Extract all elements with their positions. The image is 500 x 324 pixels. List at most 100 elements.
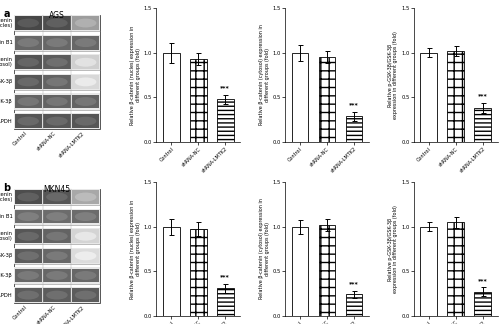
Text: Lamin B1: Lamin B1 <box>0 40 12 45</box>
Text: β-catenin
(cytosol): β-catenin (cytosol) <box>0 57 12 67</box>
Bar <box>14 93 100 110</box>
Ellipse shape <box>46 117 68 126</box>
Bar <box>72 16 100 30</box>
Bar <box>72 210 100 224</box>
Bar <box>14 114 42 128</box>
Bar <box>14 35 100 51</box>
Bar <box>43 36 70 50</box>
Ellipse shape <box>75 192 96 202</box>
Bar <box>217 99 234 142</box>
Text: AGS: AGS <box>49 11 65 20</box>
Text: ***: *** <box>220 274 230 279</box>
Bar <box>14 267 100 284</box>
Y-axis label: Relative β-catenin (cytosol) expression in
different groups (fold): Relative β-catenin (cytosol) expression … <box>259 25 270 125</box>
Bar <box>163 227 180 316</box>
Bar <box>72 95 100 108</box>
Text: ***: *** <box>478 278 488 283</box>
Ellipse shape <box>75 117 96 126</box>
Bar <box>14 210 42 224</box>
Bar <box>14 75 42 89</box>
Ellipse shape <box>18 18 39 28</box>
Ellipse shape <box>18 251 39 260</box>
Bar <box>14 189 100 303</box>
Bar <box>43 229 70 243</box>
Bar <box>43 269 70 282</box>
Text: shRNA-NC: shRNA-NC <box>36 131 57 152</box>
Ellipse shape <box>46 232 68 241</box>
Text: b: b <box>3 183 10 193</box>
Text: β-catenin
(nucles): β-catenin (nucles) <box>0 192 12 202</box>
Ellipse shape <box>46 38 68 47</box>
Ellipse shape <box>75 232 96 241</box>
Y-axis label: Relative p-GSK-3β/GSK-3β
expression in different groups (fold): Relative p-GSK-3β/GSK-3β expression in d… <box>388 205 398 293</box>
Ellipse shape <box>18 271 39 280</box>
Bar <box>14 54 100 70</box>
Text: Lamin B1: Lamin B1 <box>0 214 12 219</box>
Bar <box>72 269 100 282</box>
Bar <box>72 190 100 204</box>
Bar <box>420 227 437 316</box>
Text: a: a <box>3 9 10 19</box>
Y-axis label: Relative p-GSK-3β/GSK-3β
expression in different groups (fold): Relative p-GSK-3β/GSK-3β expression in d… <box>388 31 398 119</box>
Bar <box>448 222 464 316</box>
Bar <box>318 57 336 142</box>
Ellipse shape <box>46 251 68 260</box>
Bar <box>72 55 100 69</box>
Bar <box>292 53 308 142</box>
Text: GAPDH: GAPDH <box>0 293 12 298</box>
Text: ***: *** <box>349 102 359 107</box>
Text: shRNA-LMTK2: shRNA-LMTK2 <box>58 305 86 324</box>
Bar <box>43 288 70 302</box>
Bar <box>474 292 491 316</box>
Bar <box>190 59 206 142</box>
Bar <box>14 36 42 50</box>
Ellipse shape <box>75 97 96 106</box>
Text: Control: Control <box>12 131 28 147</box>
Bar <box>14 15 100 129</box>
Text: ***: *** <box>349 282 359 286</box>
Text: Control: Control <box>12 305 28 321</box>
Bar <box>420 53 437 142</box>
Bar <box>346 295 362 316</box>
Text: GSK-3β: GSK-3β <box>0 273 12 278</box>
Bar <box>14 15 100 31</box>
Bar <box>72 36 100 50</box>
Ellipse shape <box>18 192 39 202</box>
Ellipse shape <box>46 271 68 280</box>
Bar <box>72 75 100 89</box>
Bar <box>43 95 70 108</box>
Bar <box>14 287 100 303</box>
Y-axis label: Relative β-catenin (nucles) expression in
different groups (fold): Relative β-catenin (nucles) expression i… <box>130 25 141 125</box>
Bar <box>72 288 100 302</box>
Ellipse shape <box>46 212 68 221</box>
Bar <box>14 189 100 205</box>
Bar <box>14 209 100 225</box>
Bar <box>43 55 70 69</box>
Ellipse shape <box>18 58 39 67</box>
Bar <box>474 108 491 142</box>
Ellipse shape <box>46 18 68 28</box>
Y-axis label: Relative β-catenin (cytosol) expression in
different groups (fold): Relative β-catenin (cytosol) expression … <box>259 199 270 299</box>
Bar <box>14 113 100 129</box>
Y-axis label: Relative β-catenin (nucles) expression in
different groups (fold): Relative β-catenin (nucles) expression i… <box>130 199 141 299</box>
Bar <box>217 288 234 316</box>
Bar <box>43 16 70 30</box>
Bar <box>14 288 42 302</box>
Ellipse shape <box>75 77 96 86</box>
Ellipse shape <box>75 38 96 47</box>
Ellipse shape <box>46 192 68 202</box>
Ellipse shape <box>75 291 96 299</box>
Ellipse shape <box>18 77 39 86</box>
Text: p-GSK-3β: p-GSK-3β <box>0 253 12 258</box>
Text: β-catenin
(nucles): β-catenin (nucles) <box>0 18 12 28</box>
Bar <box>14 269 42 282</box>
Bar <box>14 249 42 263</box>
Ellipse shape <box>75 251 96 260</box>
Bar <box>14 74 100 90</box>
Bar <box>72 229 100 243</box>
Ellipse shape <box>75 212 96 221</box>
Bar <box>43 210 70 224</box>
Text: shRNA-LMTK2: shRNA-LMTK2 <box>58 131 86 158</box>
Bar <box>14 55 42 69</box>
Bar <box>14 190 42 204</box>
